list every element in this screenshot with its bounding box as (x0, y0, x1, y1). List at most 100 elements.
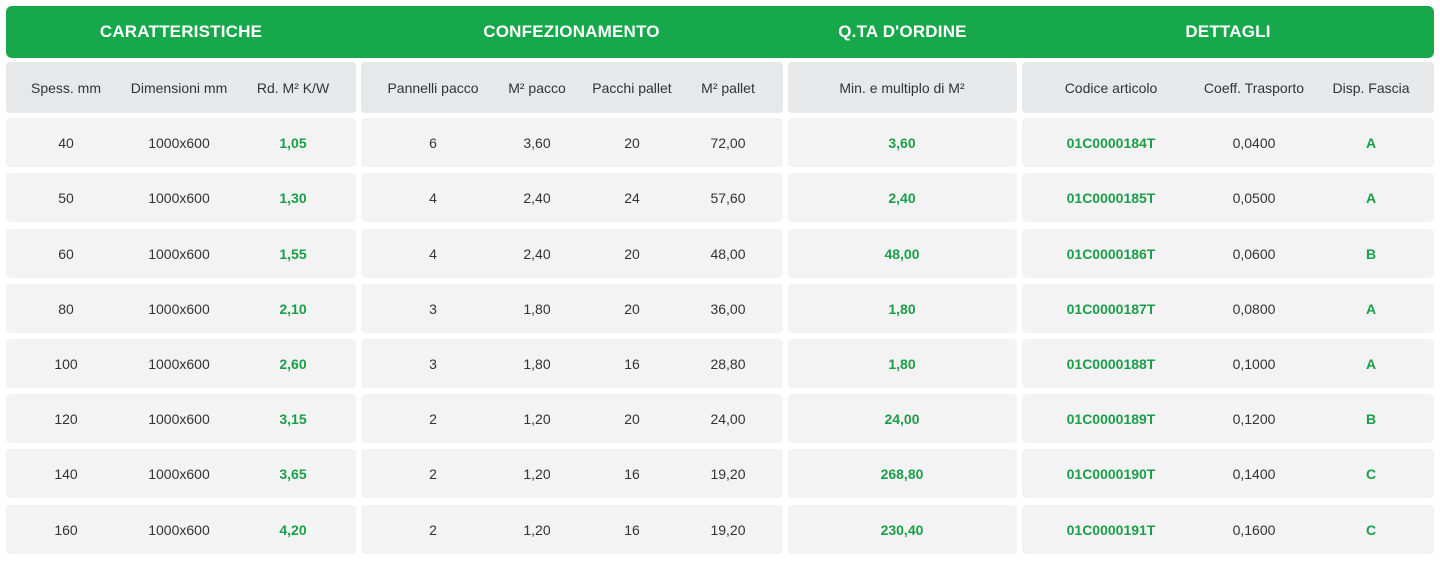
column-header: Dimensioni mm (130, 79, 228, 96)
table-cell: 01C0000189T (1066, 410, 1156, 427)
table-cell: 140 (54, 465, 78, 482)
column-header: Min. e multiplo di M² (839, 79, 965, 96)
table-row: 1,80 (788, 284, 1017, 333)
table-cell: 36,00 (710, 300, 746, 317)
table-cell: 160 (54, 521, 78, 538)
table-row: 2,40 (788, 173, 1017, 222)
table-cell: 1,80 (523, 300, 551, 317)
table-cell: 0,1400 (1232, 465, 1276, 482)
table-cell: 80 (58, 300, 74, 317)
table-cell: 100 (54, 355, 78, 372)
table-cell: 2 (429, 521, 437, 538)
table-cell: 1000x600 (148, 355, 210, 372)
table-cell: 4,20 (279, 521, 307, 538)
table-cell: 2,40 (523, 189, 551, 206)
table-row: 01C0000187T 0,0800 A (1022, 284, 1434, 333)
column-header: Codice articolo (1064, 79, 1158, 96)
table-cell: 1,20 (523, 465, 551, 482)
table-row: 160 1000x600 4,20 (6, 505, 356, 554)
table-row: 01C0000185T 0,0500 A (1022, 173, 1434, 222)
table-row: 4 2,40 24 57,60 (361, 173, 783, 222)
table-row: 4 2,40 20 48,00 (361, 229, 783, 278)
table-cell: B (1365, 410, 1377, 427)
table-row: 3 1,80 20 36,00 (361, 284, 783, 333)
table-row: 01C0000191T 0,1600 C (1022, 505, 1434, 554)
table-cell: 48,00 (710, 245, 746, 262)
column-header-group: Pannelli pacco M² pacco Pacchi pallet M² pa… (361, 62, 783, 113)
table-row: 01C0000186T 0,0600 B (1022, 229, 1434, 278)
table-cell: 0,0800 (1232, 300, 1276, 317)
table-cell: A (1365, 355, 1377, 372)
table-row: 100 1000x600 2,60 (6, 339, 356, 388)
table-cell: 0,1600 (1232, 521, 1276, 538)
table-cell: 20 (624, 134, 640, 151)
table-cell: 01C0000184T (1066, 134, 1156, 151)
table-cell: 6 (429, 134, 437, 151)
table-header-bar: CARATTERISTICHE CONFEZIONAMENTO Q.TA D'O… (6, 6, 1434, 58)
column-header: Rd. M² K/W (256, 79, 330, 96)
table-cell: 3 (429, 300, 437, 317)
table-cell: 3 (429, 355, 437, 372)
table-cell: 3,65 (279, 465, 307, 482)
table-cell: 4 (429, 189, 437, 206)
table-row: 230,40 (788, 505, 1017, 554)
table-row: 120 1000x600 3,15 (6, 394, 356, 443)
table-cell: 230,40 (880, 521, 924, 538)
table-cell: 0,0500 (1232, 189, 1276, 206)
table-cell: 01C0000186T (1066, 245, 1156, 262)
table-cell: 16 (624, 521, 640, 538)
table-cell: 20 (624, 300, 640, 317)
table-cell: A (1365, 189, 1377, 206)
table-cell: 3,15 (279, 410, 307, 427)
table-cell: 120 (54, 410, 78, 427)
table-cell: 1000x600 (148, 521, 210, 538)
table-cell: 0,1000 (1232, 355, 1276, 372)
table-row: 2 1,20 16 19,20 (361, 449, 783, 498)
table-cell: 1000x600 (148, 300, 210, 317)
table-cell: 16 (624, 465, 640, 482)
table-cell: 0,0600 (1232, 245, 1276, 262)
table-row: 40 1000x600 1,05 (6, 118, 356, 167)
table-cell: 268,80 (880, 465, 924, 482)
table-cell: 3,60 (888, 134, 916, 151)
table-cell: 50 (58, 189, 74, 206)
column-header-group: Codice articolo Coeff. Trasporto Disp. Fas… (1022, 62, 1434, 113)
table-cell: C (1365, 465, 1377, 482)
table-row: 3 1,80 16 28,80 (361, 339, 783, 388)
table-cell: 16 (624, 355, 640, 372)
table-cell: 01C0000187T (1066, 300, 1156, 317)
column-header: Disp. Fascia (1332, 79, 1410, 96)
table-cell: 24,00 (884, 410, 920, 427)
table-row: 24,00 (788, 394, 1017, 443)
table-cell: 1000x600 (148, 245, 210, 262)
table-cell: 1000x600 (148, 189, 210, 206)
table-row: 01C0000189T 0,1200 B (1022, 394, 1434, 443)
column-header: Pacchi pallet (592, 79, 672, 96)
table-row: 1,80 (788, 339, 1017, 388)
table-cell: 01C0000188T (1066, 355, 1156, 372)
group-title-caratteristiche: CARATTERISTICHE (99, 22, 263, 41)
table-cell: 3,60 (523, 134, 551, 151)
table-cell: 01C0000191T (1066, 521, 1156, 538)
table-cell: 24 (624, 189, 640, 206)
group-title-confezionamento: CONFEZIONAMENTO (483, 22, 660, 41)
table-row: 2 1,20 20 24,00 (361, 394, 783, 443)
table-cell: 19,20 (710, 465, 746, 482)
table-cell: 57,60 (710, 189, 746, 206)
table-cell: 60 (58, 245, 74, 262)
table-cell: 01C0000185T (1066, 189, 1156, 206)
table-cell: 1,80 (523, 355, 551, 372)
table-cell: 24,00 (710, 410, 746, 427)
table-cell: 28,80 (710, 355, 746, 372)
table-cell: 2,40 (523, 245, 551, 262)
table-cell: 1000x600 (148, 134, 210, 151)
table-cell: 1000x600 (148, 465, 210, 482)
table-cell: 72,00 (710, 134, 746, 151)
group-title-qta-ordine: Q.TA D'ORDINE (838, 22, 967, 41)
table-cell: 20 (624, 245, 640, 262)
table-cell: 2 (429, 465, 437, 482)
table-row: 6 3,60 20 72,00 (361, 118, 783, 167)
table-cell: 0,0400 (1232, 134, 1276, 151)
table-cell: C (1365, 521, 1377, 538)
table-cell: 1,80 (888, 300, 916, 317)
